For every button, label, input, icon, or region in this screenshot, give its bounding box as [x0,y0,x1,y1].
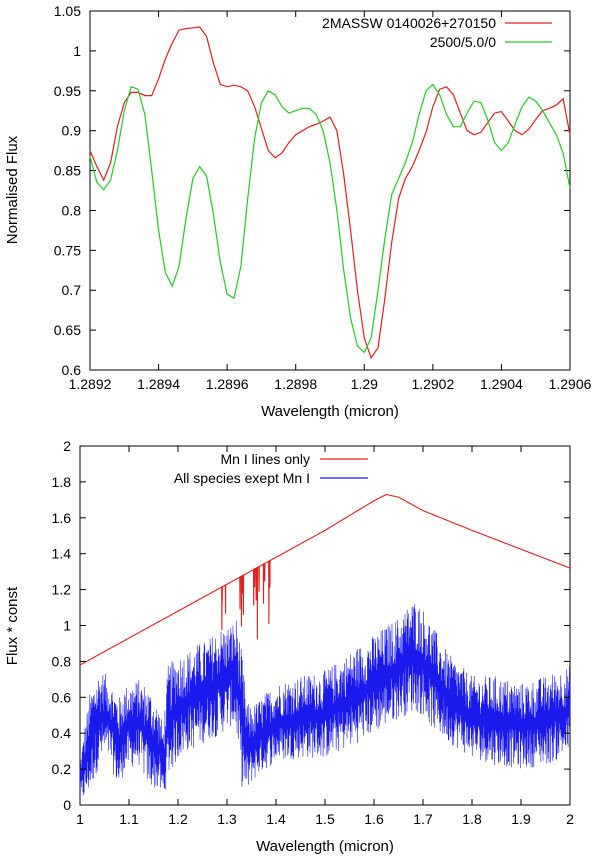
top-x-tick-label: 1.2892 [69,376,112,392]
top-x-tick-label: 1.29 [351,376,378,392]
top-tick-labels: 1.2892 1.2894 1.2896 1.2898 1.29 1.2902 1.2904… [54,3,592,392]
legend-label-other-species: All species exept Mn I [174,470,310,486]
bottom-legend: Mn I lines only All species exept Mn I [174,451,368,486]
legend-label-2massw: 2MASSW 0140026+270150 [322,15,496,31]
top-y-tick-label: 1 [73,43,81,59]
bottom-series [79,493,571,799]
top-series [89,26,571,360]
top-y-tick-label: 0.85 [54,163,81,179]
top-y-tick-label: 0.75 [54,242,81,258]
top-chart: 1.2892 1.2894 1.2896 1.2898 1.29 1.2902 1.2904… [4,3,592,420]
bottom-x-tick-label: 1.8 [462,811,482,827]
bottom-x-tick-label: 1.1 [119,811,139,827]
bottom-x-tick-label: 1.9 [511,811,531,827]
bottom-y-tick-label: 1.6 [52,510,72,526]
top-y-tick-label: 1.05 [54,3,81,19]
top-y-tick-label: 0.9 [62,123,82,139]
bottom-y-tick-label: 0.2 [52,761,72,777]
top-x-tick-label: 1.2904 [480,376,523,392]
bottom-y-tick-label: 0.4 [52,725,72,741]
top-legend: 2MASSW 0140026+270150 2500/5.0/0 [322,15,552,50]
top-plot-frame [89,10,571,371]
top-x-axis-label: Wavelength (micron) [261,403,399,420]
top-y-tick-label: 0.7 [62,282,82,298]
top-y-tick-label: 0.6 [62,362,82,378]
bottom-x-tick-label: 1.5 [315,811,335,827]
top-x-tick-label: 1.2906 [549,376,592,392]
bottom-x-tick-label: 2 [566,811,574,827]
bottom-x-tick-label: 1.3 [217,811,237,827]
bottom-x-axis-label: Wavelength (micron) [256,838,394,855]
series-line-other-species [79,604,571,799]
top-x-tick-label: 1.2894 [137,376,180,392]
top-y-axis-label: Normalised Flux [4,135,21,244]
top-y-tick-label: 0.8 [62,202,82,218]
bottom-y-tick-label: 0 [63,797,71,813]
series-line-model [89,83,571,354]
top-y-tick-label: 0.95 [54,83,81,99]
bottom-x-tick-label: 1 [76,811,84,827]
legend-label-mn-lines: Mn I lines only [221,451,310,467]
legend-label-model: 2500/5.0/0 [430,34,496,50]
bottom-y-tick-label: 1.4 [52,546,72,562]
bottom-y-axis-label: Flux * const [4,586,21,665]
bottom-y-tick-label: 1.2 [52,582,72,598]
bottom-x-tick-label: 1.7 [413,811,433,827]
bottom-y-tick-label: 2 [63,438,71,454]
bottom-y-tick-label: 0.6 [52,689,72,705]
top-y-tick-label: 0.65 [54,322,81,338]
bottom-y-tick-label: 0.8 [52,653,72,669]
top-ticks [89,10,571,371]
series-line-mn-lines [79,493,571,666]
bottom-ticks [79,445,571,806]
top-x-tick-label: 1.2896 [206,376,249,392]
bottom-x-tick-label: 1.2 [168,811,188,827]
top-x-tick-label: 1.2898 [274,376,317,392]
series-line-2massw [89,26,571,360]
bottom-chart: 1 1.1 1.2 1.3 1.4 1.5 1.6 1.7 1.8 1.9 2 0 0.2 0.4 0.6 0… [4,438,574,855]
bottom-y-tick-label: 1 [63,618,71,634]
bottom-tick-labels: 1 1.1 1.2 1.3 1.4 1.5 1.6 1.7 1.8 1.9 2 0 0.2 0.4 0.6 0… [52,438,575,827]
bottom-x-tick-label: 1.4 [266,811,286,827]
bottom-y-tick-label: 1.8 [52,474,72,490]
bottom-x-tick-label: 1.6 [364,811,384,827]
top-x-tick-label: 1.2902 [411,376,454,392]
